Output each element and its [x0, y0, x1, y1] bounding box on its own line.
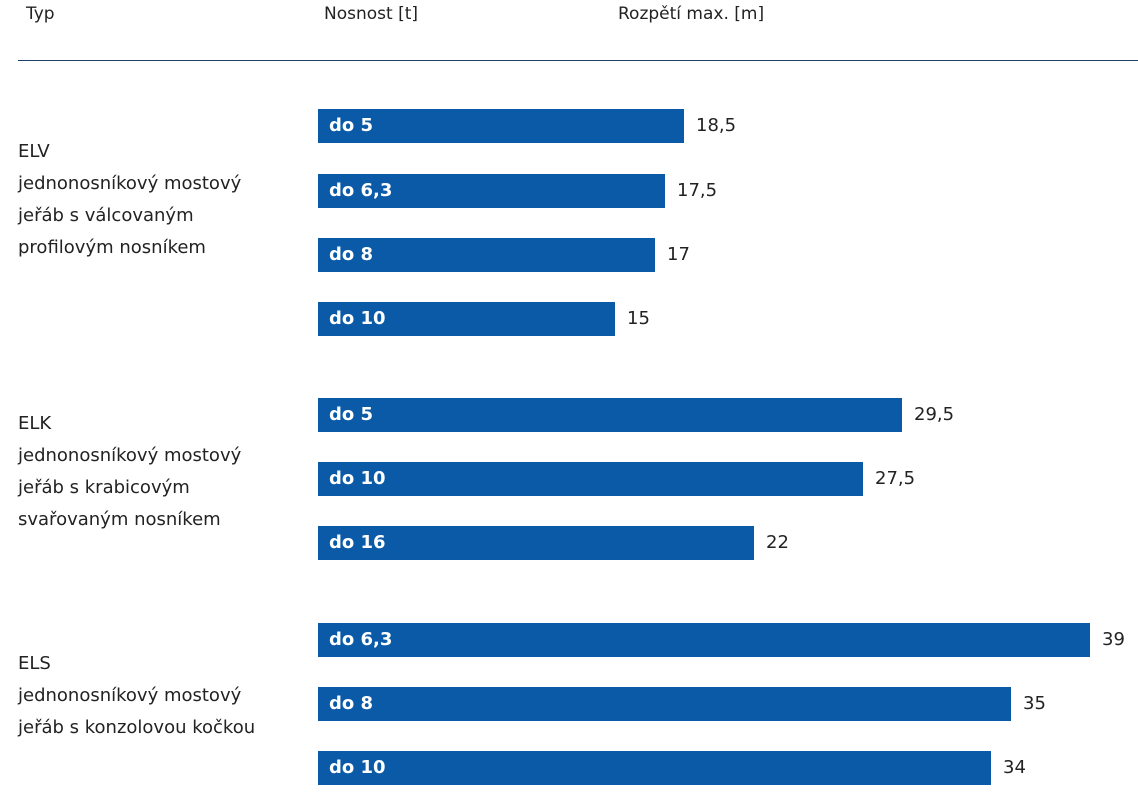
- header-divider: [18, 60, 1138, 61]
- group-description-line: jednonosníkový mostový: [18, 445, 242, 466]
- bar-value-label: 22: [766, 532, 789, 553]
- bar-value-label: 35: [1023, 693, 1046, 714]
- bar-capacity-label: do 10: [329, 757, 386, 778]
- bar: do 6,3: [318, 623, 1090, 657]
- bar-capacity-label: do 5: [329, 404, 374, 425]
- bar-value-label: 17,5: [677, 180, 718, 201]
- bar-value-label: 34: [1003, 757, 1026, 778]
- bar-value-label: 18,5: [696, 115, 737, 136]
- group-description-line: jeřáb s konzolovou kočkou: [18, 717, 256, 738]
- bar: do 8: [318, 238, 655, 272]
- bar-capacity-label: do 10: [329, 468, 386, 489]
- group-description-line: jeřáb s krabicovým: [18, 477, 190, 498]
- group-label-elv: ELV jednonosníkový mostový jeřáb s válcova…: [18, 136, 241, 264]
- bar-value-label: 29,5: [914, 404, 955, 425]
- group-name: ELV: [18, 141, 50, 162]
- bar: do 5: [318, 398, 902, 432]
- bar-capacity-label: do 10: [329, 308, 386, 329]
- group-name: ELS: [18, 653, 51, 674]
- group-label-elk: ELK jednonosníkový mostový jeřáb s krabico…: [18, 408, 241, 536]
- group-label-els: ELS jednonosníkový mostový jeřáb s konzolo…: [18, 648, 255, 744]
- bar: do 16: [318, 526, 754, 560]
- bar: do 10: [318, 462, 863, 496]
- bar: do 5: [318, 109, 684, 143]
- bar: do 8: [318, 687, 1011, 721]
- header-capacity: Nosnost [t]: [324, 4, 419, 24]
- bar-capacity-label: do 6,3: [329, 629, 393, 650]
- bar: do 10: [318, 302, 615, 336]
- group-description-line: svařovaným nosníkem: [18, 509, 221, 530]
- bar: do 10: [318, 751, 991, 785]
- group-name: ELK: [18, 413, 52, 434]
- bar-capacity-label: do 6,3: [329, 180, 393, 201]
- bar-value-label: 27,5: [875, 468, 916, 489]
- bar-capacity-label: do 8: [329, 693, 374, 714]
- bar-capacity-label: do 16: [329, 532, 386, 553]
- group-description-line: profilovým nosníkem: [18, 237, 206, 258]
- header-type: Typ: [26, 4, 55, 24]
- bar-value-label: 39: [1102, 629, 1125, 650]
- bar-value-label: 17: [667, 244, 690, 265]
- header-span: Rozpětí max. [m]: [618, 4, 765, 24]
- group-description-line: jednonosníkový mostový: [18, 173, 242, 194]
- bar-value-label: 15: [627, 308, 650, 329]
- group-description-line: jednonosníkový mostový: [18, 685, 242, 706]
- bar-capacity-label: do 5: [329, 115, 374, 136]
- bar: do 6,3: [318, 174, 665, 208]
- bar-capacity-label: do 8: [329, 244, 374, 265]
- group-description-line: jeřáb s válcovaným: [18, 205, 194, 226]
